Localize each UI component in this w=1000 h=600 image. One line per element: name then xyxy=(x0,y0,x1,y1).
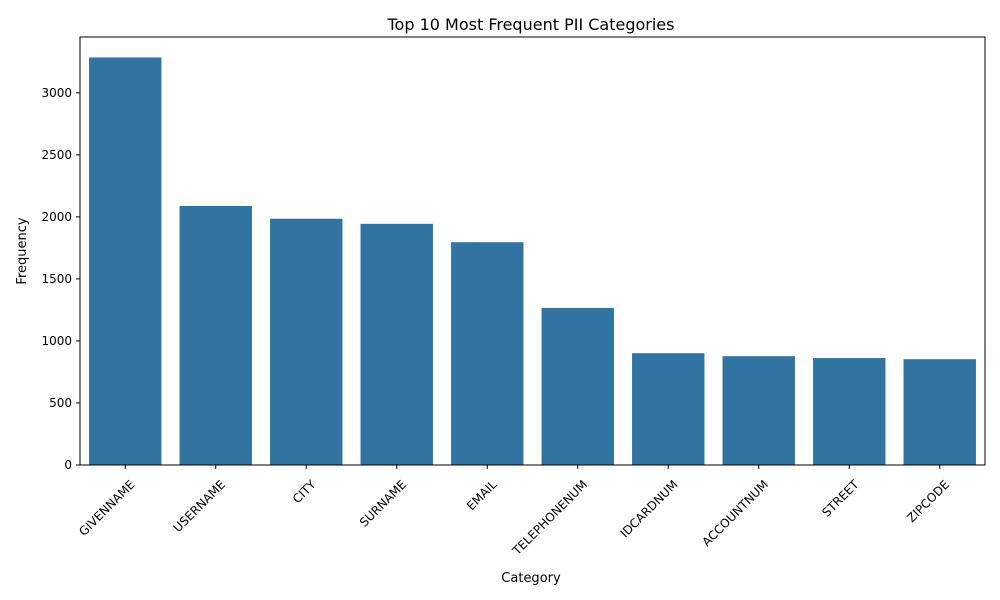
bar-email xyxy=(451,242,524,465)
bar-zipcode xyxy=(903,359,976,465)
y-axis-ticks: 0 500 1000 1500 2000 2500 3000 xyxy=(41,86,80,472)
bar-idcardnum xyxy=(632,353,705,465)
bar-accountnum xyxy=(722,356,795,465)
bar-surname xyxy=(360,223,433,465)
bar-telephonenum xyxy=(541,307,614,465)
y-tick-label: 0 xyxy=(64,458,72,472)
bar-street xyxy=(813,358,886,465)
bar-givenname xyxy=(89,57,162,465)
x-axis-label: Category xyxy=(501,571,561,586)
y-tick-label: 2500 xyxy=(41,148,72,162)
chart-title: Top 10 Most Frequent PII Categories xyxy=(387,15,675,34)
y-tick-label: 3000 xyxy=(41,86,72,100)
y-tick-label: 1500 xyxy=(41,272,72,286)
bar-city xyxy=(270,218,343,465)
bar-username xyxy=(179,205,252,465)
y-tick-label: 1000 xyxy=(41,334,72,348)
y-axis-label: Frequency xyxy=(15,217,30,284)
plot-frame xyxy=(79,36,986,466)
bars-group xyxy=(89,57,976,465)
y-tick-label: 2000 xyxy=(41,210,72,224)
y-tick-label: 500 xyxy=(49,396,72,410)
